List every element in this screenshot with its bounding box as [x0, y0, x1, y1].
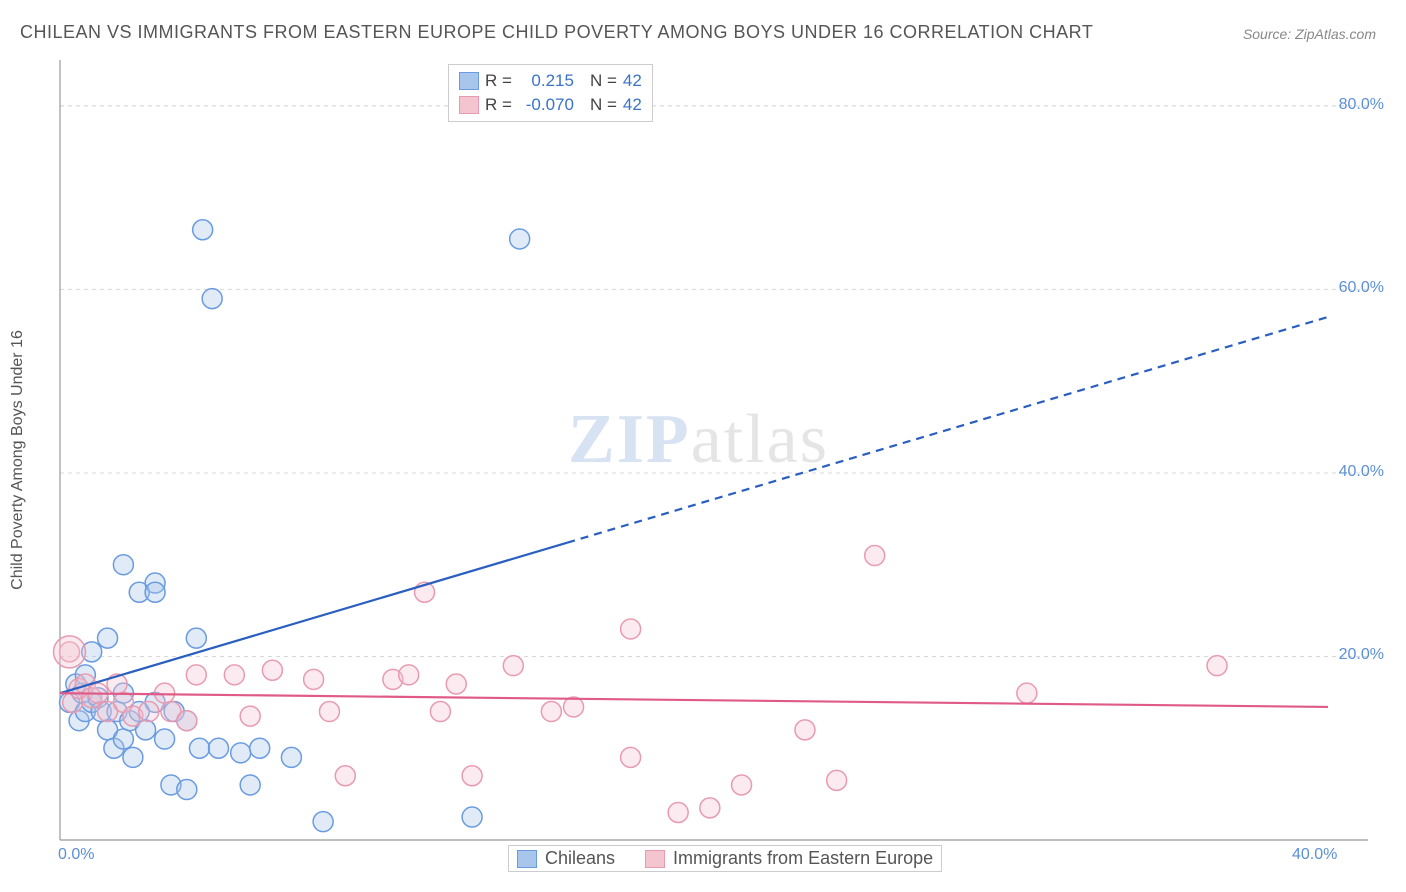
data-point [98, 628, 118, 648]
source-label: Source: ZipAtlas.com [1243, 26, 1376, 42]
data-point [145, 582, 165, 602]
data-point [564, 697, 584, 717]
corr-r-label: R = [485, 95, 512, 115]
data-point [541, 702, 561, 722]
data-point [621, 747, 641, 767]
corr-r-value: -0.070 [518, 95, 574, 115]
correlation-box: R = 0.215 N = 42 R = -0.070 N = 42 [448, 64, 653, 122]
data-point [189, 738, 209, 758]
data-point [224, 665, 244, 685]
data-point [209, 738, 229, 758]
trend-line-dashed [567, 317, 1328, 543]
data-point [262, 660, 282, 680]
data-point [193, 220, 213, 240]
legend-item: Chileans [517, 848, 615, 869]
data-point [250, 738, 270, 758]
data-point [462, 766, 482, 786]
data-point [399, 665, 419, 685]
y-tick-label: 80.0% [1339, 96, 1384, 114]
legend-item: Immigrants from Eastern Europe [645, 848, 933, 869]
data-point [123, 747, 143, 767]
corr-r-value: 0.215 [518, 71, 574, 91]
data-point [186, 628, 206, 648]
data-point [313, 812, 333, 832]
data-point [335, 766, 355, 786]
data-point [231, 743, 251, 763]
data-point [113, 729, 133, 749]
corr-n-label: N = [590, 71, 617, 91]
corr-n-label: N = [590, 95, 617, 115]
data-point [430, 702, 450, 722]
data-point [281, 747, 301, 767]
corr-n-value: 42 [623, 71, 642, 91]
data-point [621, 619, 641, 639]
correlation-row: R = -0.070 N = 42 [459, 93, 642, 117]
data-point [732, 775, 752, 795]
data-point [240, 775, 260, 795]
bottom-legend: Chileans Immigrants from Eastern Europe [508, 845, 942, 872]
data-point [304, 669, 324, 689]
y-axis-label: Child Poverty Among Boys Under 16 [9, 330, 27, 590]
data-point [462, 807, 482, 827]
data-point [319, 702, 339, 722]
data-point [54, 636, 86, 668]
data-point [202, 289, 222, 309]
data-point [139, 702, 159, 722]
data-point [186, 665, 206, 685]
chart-title: CHILEAN VS IMMIGRANTS FROM EASTERN EUROP… [20, 22, 1093, 43]
data-point [795, 720, 815, 740]
legend-swatch [517, 850, 537, 868]
data-point [113, 555, 133, 575]
data-point [177, 780, 197, 800]
data-point [668, 802, 688, 822]
corr-n-value: 42 [623, 95, 642, 115]
chart-area: Child Poverty Among Boys Under 16 ZIPatl… [48, 60, 1388, 860]
data-point [510, 229, 530, 249]
data-point [1207, 656, 1227, 676]
legend-swatch [645, 850, 665, 868]
data-point [155, 729, 175, 749]
legend-label: Chileans [545, 848, 615, 869]
legend-swatch [459, 96, 479, 114]
corr-r-label: R = [485, 71, 512, 91]
data-point [1017, 683, 1037, 703]
data-point [700, 798, 720, 818]
y-tick-label: 40.0% [1339, 463, 1384, 481]
x-tick-label: 40.0% [1292, 846, 1337, 864]
y-tick-label: 60.0% [1339, 279, 1384, 297]
data-point [177, 711, 197, 731]
legend-swatch [459, 72, 479, 90]
data-point [446, 674, 466, 694]
scatter-plot [48, 60, 1388, 860]
data-point [240, 706, 260, 726]
legend-label: Immigrants from Eastern Europe [673, 848, 933, 869]
trend-line [60, 693, 1328, 707]
x-tick-label: 0.0% [58, 846, 94, 864]
y-tick-label: 20.0% [1339, 646, 1384, 664]
data-point [503, 656, 523, 676]
data-point [827, 770, 847, 790]
data-point [865, 546, 885, 566]
correlation-row: R = 0.215 N = 42 [459, 69, 642, 93]
